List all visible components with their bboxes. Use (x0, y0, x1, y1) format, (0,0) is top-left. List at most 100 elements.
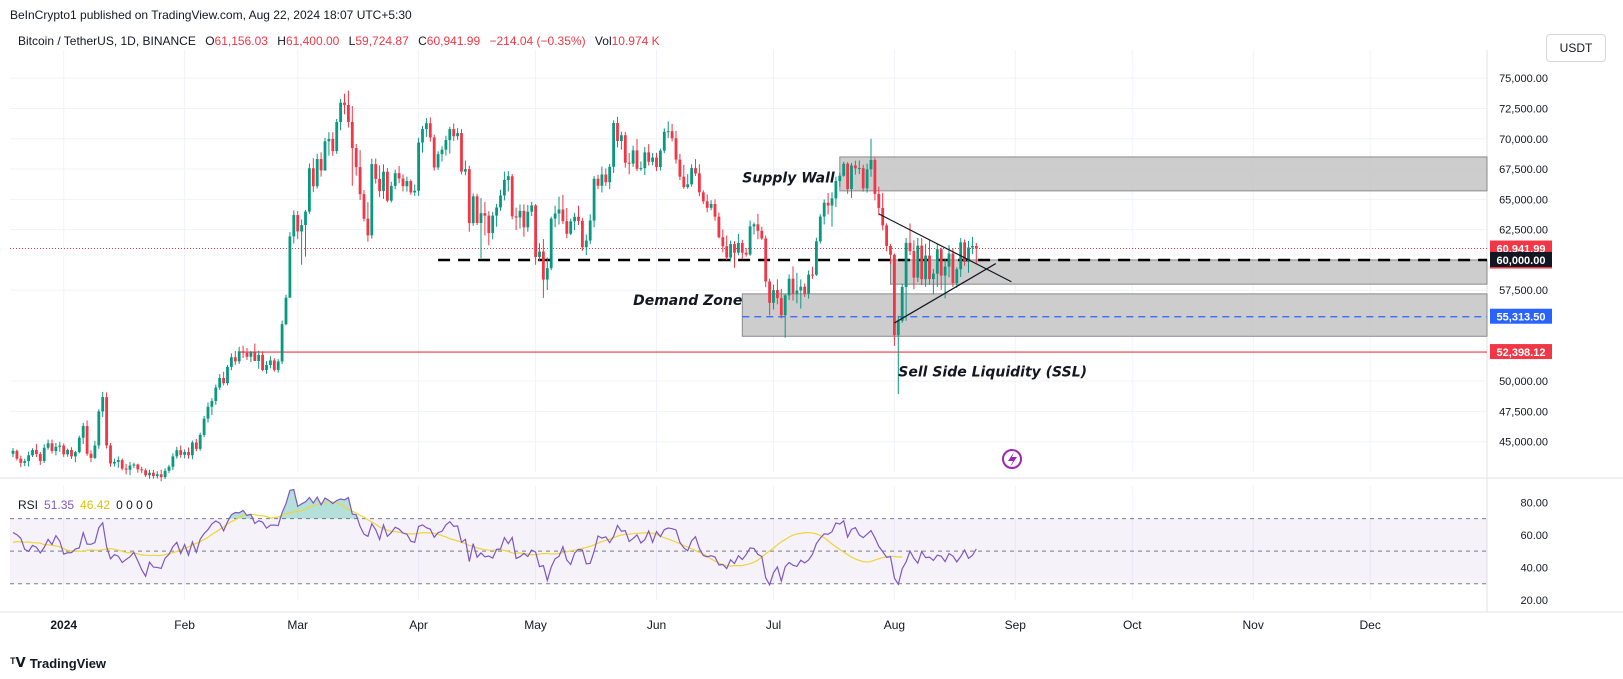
candle (66, 448, 69, 457)
candle (479, 198, 483, 259)
price-label-text: 60,000.00 (1497, 255, 1546, 267)
candle-body (214, 387, 218, 401)
currency-button[interactable]: USDT (1546, 34, 1606, 62)
candle-body (265, 365, 268, 370)
candle (818, 214, 822, 244)
candle (955, 267, 959, 288)
price-tick-label: 75,000.00 (1499, 73, 1548, 85)
candle-body (873, 159, 877, 194)
candle-body (261, 354, 264, 370)
time-tick-label: 2024 (50, 618, 77, 632)
candle-body (932, 273, 935, 280)
candle-body (319, 159, 323, 171)
candle (768, 278, 771, 316)
candle (456, 128, 459, 140)
candle-body (518, 210, 522, 218)
candle (569, 218, 573, 236)
candle-body (717, 216, 721, 238)
candle-body (811, 274, 814, 276)
candle (713, 199, 717, 221)
candle-body (311, 168, 315, 187)
candle-body (698, 173, 701, 193)
candle (202, 416, 206, 438)
candle (935, 244, 939, 288)
candle (163, 468, 167, 480)
candle (971, 236, 974, 255)
candle (409, 179, 413, 195)
annotation-label: Sell Side Liquidity (SSL) (898, 364, 1087, 380)
candle (729, 240, 732, 262)
candle (421, 126, 424, 153)
candle-body (526, 211, 530, 228)
candle-body (538, 251, 541, 258)
candle (503, 171, 506, 201)
price-tick-label: 62,500.00 (1499, 225, 1548, 237)
candle (830, 192, 834, 227)
candle (752, 222, 756, 235)
rsi-legend: RSI 51.35 46.42 0 0 0 0 (18, 498, 153, 512)
candle-body (413, 190, 417, 193)
candle (448, 126, 452, 154)
candle (101, 392, 105, 417)
candle (588, 214, 592, 245)
candle-body (561, 209, 565, 222)
candle (495, 203, 498, 227)
candle-body (42, 447, 46, 461)
candle-body (779, 298, 783, 316)
tradingview-brand[interactable]: ᵀ𝗩 TradingView (10, 655, 106, 671)
time-tick-label: Aug (884, 618, 905, 632)
candle-body (120, 460, 124, 469)
candle-body (479, 213, 483, 223)
candle (670, 123, 674, 142)
candle-body (81, 425, 85, 438)
candle (261, 351, 264, 372)
candle (335, 119, 339, 154)
candle-body (323, 141, 327, 171)
candle (651, 153, 654, 166)
candle (584, 234, 588, 256)
candle (772, 284, 775, 310)
candle-body (725, 246, 729, 258)
candle (627, 152, 631, 175)
rsi-label[interactable]: RSI (18, 498, 39, 512)
candle-body (452, 129, 456, 137)
candle (27, 451, 30, 467)
candle-body (822, 202, 826, 217)
rsi-tick-label: 40.00 (1520, 562, 1548, 574)
candle (475, 193, 479, 226)
candle (542, 239, 545, 298)
candle-body (834, 181, 838, 199)
triangle-upper-line (878, 213, 1012, 283)
candle-body (530, 205, 534, 212)
candle (620, 131, 623, 150)
rsi-value: 51.35 (44, 498, 75, 512)
triangle-lower-line (894, 263, 997, 324)
candle (77, 435, 81, 454)
rsi-tick-label: 20.00 (1520, 595, 1548, 607)
symbol-name[interactable]: Bitcoin / TetherUS, 1D, BINANCE (18, 34, 196, 48)
candle-body (768, 281, 771, 303)
candle-body (440, 149, 444, 155)
candle-body (405, 181, 409, 187)
candle (795, 272, 799, 304)
candle (799, 279, 803, 309)
candle-body (542, 251, 545, 280)
candle-body (850, 165, 853, 190)
candle (206, 402, 210, 423)
candle-body (721, 237, 725, 247)
candle-body (471, 196, 475, 224)
candle (386, 167, 389, 203)
candle (347, 90, 350, 128)
candle-body (549, 218, 553, 269)
candle-body (920, 245, 924, 280)
candle (643, 147, 647, 175)
candle-body (58, 445, 62, 447)
candle (370, 158, 374, 239)
candle (109, 443, 112, 467)
candle (128, 461, 132, 476)
candle (339, 99, 342, 131)
candle-body (296, 215, 300, 232)
candle-body (503, 179, 506, 196)
candle (269, 356, 272, 369)
